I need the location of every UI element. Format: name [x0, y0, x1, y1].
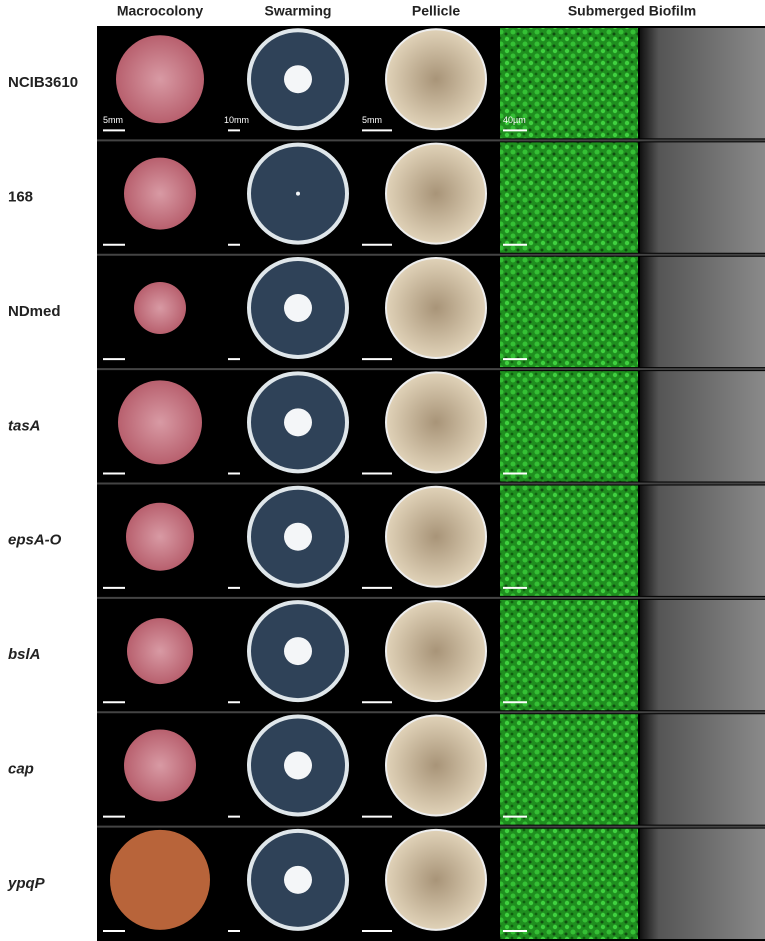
pellicle-well [385, 371, 487, 474]
row-label: NCIB3610 [8, 74, 78, 91]
swarm-colony [284, 865, 312, 894]
pellicle-well [385, 714, 487, 817]
swarm-colony [284, 293, 312, 322]
biofilm-top [500, 256, 638, 368]
swarm-colony [284, 65, 312, 94]
biofilm-side [640, 371, 765, 482]
swarm-colony [284, 408, 312, 437]
row-label: ypqP [7, 875, 46, 892]
scale-label: 40µm [503, 115, 526, 125]
pellicle-well [385, 256, 487, 359]
row-label: tasA [8, 417, 41, 434]
biofilm-side [640, 28, 765, 139]
column-header: Pellicle [412, 3, 460, 19]
biofilm-top [500, 371, 638, 482]
column-header: Macrocolony [117, 3, 204, 19]
pellicle-well [385, 142, 487, 245]
pellicle-well [385, 600, 487, 703]
macrocolony [127, 618, 193, 685]
macrocolony [134, 281, 186, 334]
macrocolony [118, 380, 202, 465]
row-label: 168 [8, 189, 33, 206]
biofilm-top [500, 485, 638, 596]
column-header: Submerged Biofilm [568, 3, 696, 19]
macrocolony [126, 502, 194, 571]
biofilm-side [640, 142, 765, 253]
swarm-colony [284, 751, 312, 780]
biofilm-top [500, 714, 638, 825]
swarm-colony [284, 522, 312, 551]
pellicle-well [385, 485, 487, 588]
biofilm-top [500, 142, 638, 253]
biofilm-top [500, 599, 638, 711]
biofilm-top [500, 828, 638, 939]
pellicle-well [385, 828, 487, 931]
row-label: cap [8, 760, 34, 777]
biofilm-top [500, 28, 638, 139]
scale-label: 5mm [362, 115, 382, 125]
row-label: bslA [8, 646, 41, 663]
scale-label: 10mm [224, 115, 249, 125]
swarm-colony [296, 191, 300, 196]
row-label: NDmed [8, 303, 61, 320]
biofilm-side [640, 256, 765, 368]
macrocolony [110, 829, 210, 930]
scale-label: 5mm [103, 115, 123, 125]
row-label: epsA-O [8, 532, 62, 549]
macrocolony [124, 729, 196, 802]
column-header: Swarming [265, 3, 332, 19]
biofilm-side [640, 828, 765, 939]
swarm-colony [284, 637, 312, 666]
biofilm-side [640, 485, 765, 596]
pellicle-well [385, 28, 487, 131]
biofilm-side [640, 599, 765, 711]
macrocolony [116, 35, 204, 124]
biofilm-side [640, 714, 765, 825]
macrocolony [124, 157, 196, 230]
